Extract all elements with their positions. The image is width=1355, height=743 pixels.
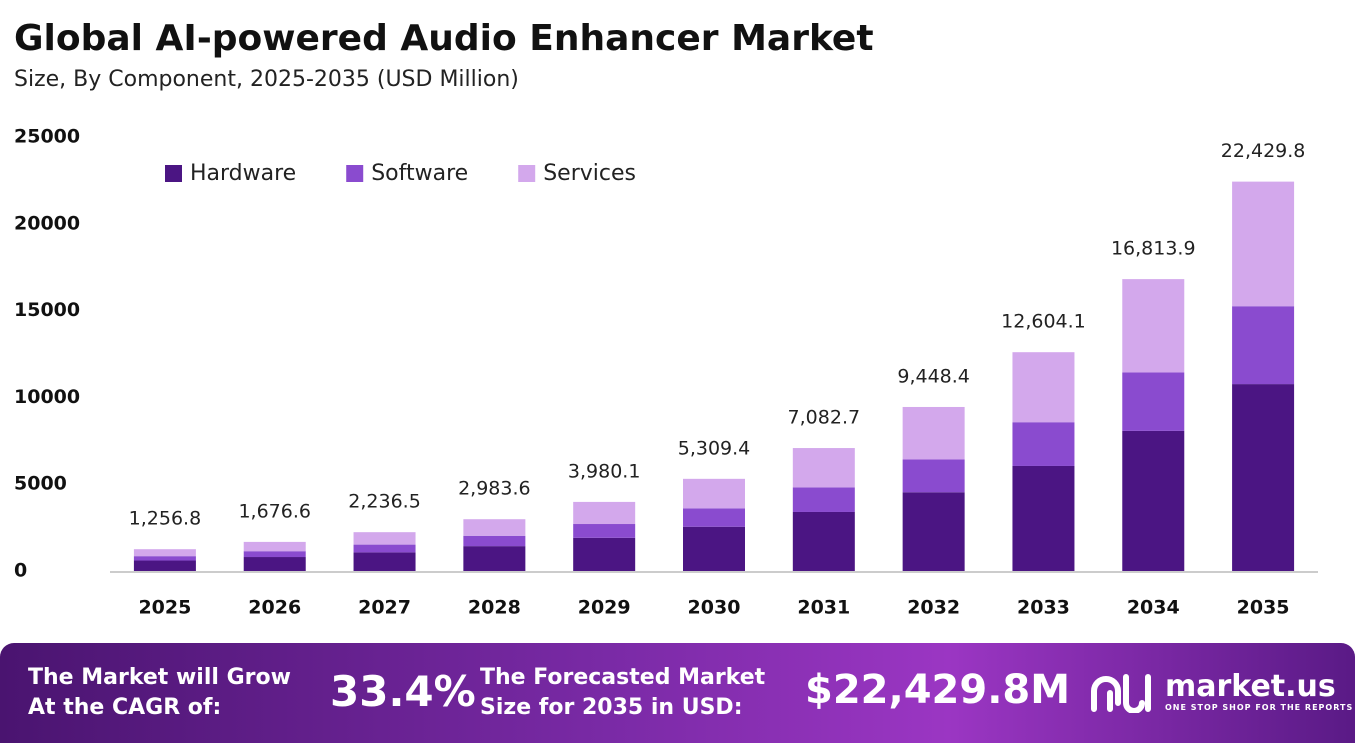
y-tick-label: 15000	[14, 299, 80, 321]
bar-segment	[353, 532, 416, 545]
bar-segment	[463, 535, 526, 547]
x-tick-label: 2030	[688, 597, 741, 619]
y-tick-label: 25000	[14, 126, 80, 148]
bar-segment	[792, 511, 855, 571]
legend-swatch	[165, 165, 182, 182]
bar-segment	[792, 448, 855, 488]
bar-segment	[1232, 181, 1295, 307]
forecast-value: $22,429.8M	[805, 667, 1071, 713]
legend-label: Services	[543, 161, 636, 186]
bar-segment	[1012, 352, 1075, 423]
x-tick-label: 2028	[468, 597, 521, 619]
total-label: 7,082.7	[788, 407, 861, 429]
total-label: 1,676.6	[238, 500, 311, 522]
total-label: 16,813.9	[1111, 238, 1196, 260]
bar-segment	[1012, 422, 1075, 466]
x-tick-label: 2027	[358, 597, 411, 619]
bar-segment	[902, 406, 965, 460]
bar-segment	[1122, 279, 1185, 373]
bar-segment	[1122, 430, 1185, 571]
brand-logo	[1091, 674, 1151, 713]
y-tick-label: 10000	[14, 386, 80, 408]
bar-segment	[463, 519, 526, 536]
bar-segment	[353, 544, 416, 553]
bar-segment	[902, 459, 965, 493]
total-label: 12,604.1	[1001, 311, 1086, 333]
bar-segment	[573, 524, 636, 538]
total-label: 3,980.1	[568, 460, 641, 482]
total-label: 22,429.8	[1221, 140, 1306, 162]
bar-segment	[353, 552, 416, 571]
cagr-value: 33.4%	[330, 667, 476, 716]
bar-segment	[1232, 384, 1295, 571]
brand-tagline: ONE STOP SHOP FOR THE REPORTS	[1165, 703, 1354, 712]
chart-subtitle: Size, By Component, 2025-2035 (USD Milli…	[14, 67, 519, 92]
chart: Global AI-powered Audio Enhancer Market …	[14, 18, 1318, 619]
cagr-text: The Market will Grow At the CAGR of:	[28, 665, 291, 720]
legend-swatch	[518, 165, 536, 182]
x-tick-label: 2033	[1017, 597, 1070, 619]
bar-segment	[133, 556, 196, 561]
legend-label: Software	[371, 161, 468, 186]
legend-label: Hardware	[190, 161, 296, 186]
y-tick-label: 20000	[14, 212, 80, 234]
chart-title: Global AI-powered Audio Enhancer Market	[14, 18, 874, 59]
total-label: 1,256.8	[129, 508, 202, 530]
x-tick-label: 2031	[797, 597, 850, 619]
bar-segment	[463, 546, 526, 571]
forecast-text: The Forecasted Market Size for 2035 in U…	[480, 665, 766, 720]
bar-segment	[1232, 306, 1295, 385]
bar-segment	[243, 557, 306, 571]
total-label: 5,309.4	[678, 437, 751, 459]
bar-segment	[1122, 372, 1185, 431]
bar-segment	[573, 501, 636, 525]
total-label: 9,448.4	[897, 365, 970, 387]
bar-segment	[683, 508, 745, 527]
total-label: 2,236.5	[348, 491, 421, 513]
bar-segment	[573, 537, 636, 571]
bar-segment	[133, 549, 196, 557]
bar-segment	[243, 551, 306, 558]
y-tick-label: 0	[14, 560, 27, 582]
bar-segment	[243, 541, 306, 552]
total-label: 2,983.6	[458, 478, 531, 500]
x-tick-label: 2034	[1127, 597, 1180, 619]
x-tick-label: 2035	[1237, 597, 1290, 619]
bar-segment	[792, 487, 855, 512]
x-tick-label: 2029	[578, 597, 631, 619]
bar-segment	[683, 478, 745, 509]
bar-segment	[1012, 465, 1075, 571]
legend-swatch	[346, 165, 364, 182]
x-tick-label: 2025	[138, 597, 191, 619]
bar-segment	[683, 526, 745, 571]
x-tick-label: 2026	[248, 597, 301, 619]
y-tick-label: 5000	[14, 473, 67, 495]
bar-segment	[902, 492, 965, 571]
x-tick-label: 2032	[907, 597, 960, 619]
bar-segment	[133, 560, 196, 571]
brand-name: market.us	[1165, 669, 1336, 704]
banner: The Market will Grow At the CAGR of: 33.…	[0, 643, 1355, 743]
